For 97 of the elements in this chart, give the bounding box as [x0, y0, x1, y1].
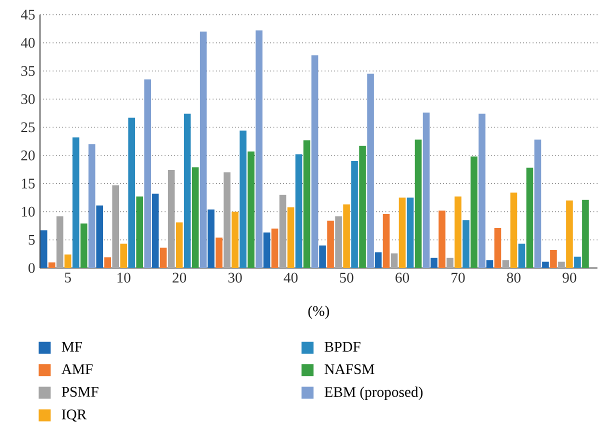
bar	[160, 248, 167, 268]
bar	[319, 245, 326, 268]
bar	[287, 207, 294, 268]
bar	[168, 170, 175, 268]
y-tick-label: 25	[21, 122, 35, 132]
y-tick-label: 30	[21, 94, 35, 104]
y-tick-label: 40	[20, 38, 35, 48]
bar	[104, 257, 112, 268]
x-tick-label: 80	[506, 272, 521, 283]
legend-label: IQR	[62, 410, 87, 422]
bar	[518, 244, 526, 268]
bar	[470, 156, 478, 268]
bar	[224, 172, 230, 268]
bar	[335, 216, 342, 268]
x-tick-label: 50	[340, 272, 354, 283]
bar	[574, 256, 581, 268]
bar	[128, 118, 135, 268]
bar	[327, 220, 334, 268]
bar	[232, 212, 238, 268]
legend-label: EBM (proposed)	[324, 386, 423, 400]
x-tick-label: 40	[284, 272, 298, 283]
bar	[271, 228, 278, 268]
bar	[144, 79, 152, 268]
bar	[96, 206, 103, 268]
bar	[430, 258, 438, 268]
bar	[48, 262, 56, 268]
bar	[558, 262, 565, 268]
bar	[438, 210, 446, 268]
y-tick-label: 45	[20, 10, 35, 20]
bar	[303, 140, 310, 268]
bar	[359, 146, 366, 268]
bar	[208, 209, 214, 268]
legend-label: AMF	[62, 364, 93, 374]
bar	[478, 114, 486, 268]
y-tick-label: 15	[22, 178, 35, 188]
bar	[374, 252, 382, 268]
y-tick-label: 0	[28, 263, 35, 273]
bar	[216, 238, 222, 268]
bar	[152, 194, 159, 268]
bar	[390, 253, 398, 268]
bar	[582, 200, 589, 268]
legend-label: MF	[62, 342, 82, 352]
bar	[240, 130, 246, 268]
legend-label: BPDF	[324, 342, 360, 352]
y-tick-label: 20	[21, 150, 35, 160]
x-tick-label: 70	[452, 272, 465, 283]
bar	[40, 230, 48, 268]
bar	[72, 137, 80, 268]
bar	[176, 222, 183, 268]
bar	[398, 198, 406, 268]
bar	[367, 74, 374, 268]
bar	[486, 260, 494, 268]
bar	[494, 228, 502, 268]
bar	[120, 244, 127, 268]
bar	[279, 194, 286, 268]
bar	[422, 112, 430, 268]
y-tick-label: 10	[22, 206, 35, 217]
x-tick-label: 10	[118, 272, 130, 283]
bar	[64, 254, 72, 268]
bar	[80, 224, 88, 268]
bar	[382, 214, 390, 268]
bar	[256, 30, 262, 268]
x-axis-title: (%)	[308, 306, 330, 319]
bar	[542, 262, 549, 268]
bar	[263, 232, 270, 268]
x-tick-label: 30	[228, 272, 242, 283]
bar	[566, 200, 573, 268]
bar	[200, 32, 207, 268]
bar	[526, 168, 534, 268]
bar	[534, 140, 542, 268]
bar	[295, 154, 302, 268]
bar	[502, 260, 510, 268]
x-tick-label: 5	[65, 272, 71, 282]
legend-label: NAFSM	[324, 364, 374, 374]
x-tick-label: 90	[562, 272, 576, 283]
bar	[192, 167, 199, 268]
bar	[248, 151, 254, 268]
bar	[351, 161, 358, 268]
y-tick-label: 35	[21, 66, 35, 76]
bar	[56, 216, 64, 268]
bar	[184, 114, 191, 268]
bar	[414, 140, 422, 268]
x-tick-label: 20	[172, 272, 186, 283]
bar	[550, 250, 557, 268]
bar	[454, 196, 462, 268]
bar	[311, 55, 318, 268]
bar	[462, 220, 470, 268]
bar	[88, 144, 96, 268]
bar	[510, 192, 518, 268]
y-tick-label: 5	[28, 234, 35, 245]
bar	[343, 204, 350, 268]
bar	[406, 198, 414, 268]
bar	[136, 196, 144, 268]
bar	[112, 185, 120, 268]
bar	[446, 258, 454, 268]
x-tick-label: 60	[396, 272, 410, 283]
legend-label: PSMF	[62, 386, 98, 397]
